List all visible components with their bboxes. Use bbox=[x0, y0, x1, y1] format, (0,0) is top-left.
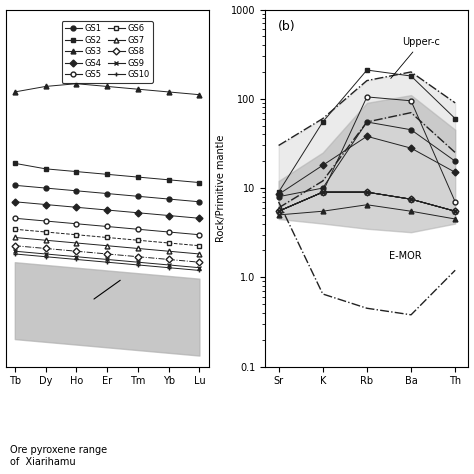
Text: Upper-c: Upper-c bbox=[391, 37, 440, 79]
Y-axis label: Rock/Primitive mantle: Rock/Primitive mantle bbox=[216, 134, 226, 242]
Legend: GS1, GS2, GS3, GS4, GS5, GS6, GS7, GS8, GS9, GS10: GS1, GS2, GS3, GS4, GS5, GS6, GS7, GS8, … bbox=[62, 21, 153, 82]
Text: Ore pyroxene range
of  Xiarihamu: Ore pyroxene range of Xiarihamu bbox=[9, 445, 107, 467]
Text: E-MOR: E-MOR bbox=[389, 251, 421, 261]
Text: (b): (b) bbox=[278, 20, 295, 33]
